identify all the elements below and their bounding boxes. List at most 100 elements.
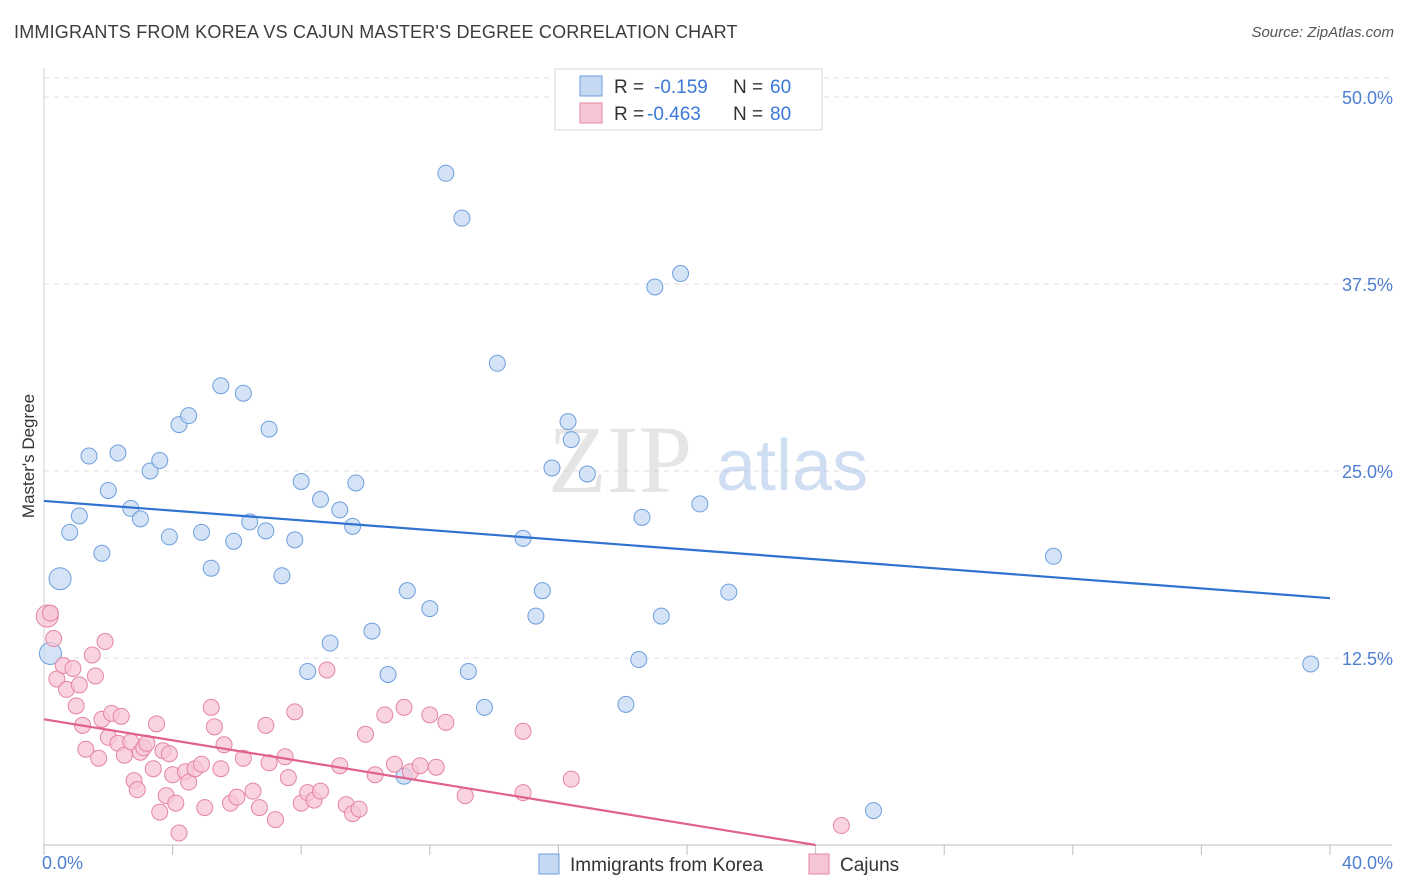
korea-point-31: [347, 474, 365, 492]
korea-point-53: [652, 607, 670, 625]
korea-point-57: [1045, 547, 1063, 565]
korea-point-49: [617, 695, 635, 713]
bottom-legend-swatch-korea: [538, 853, 560, 875]
y-tick-label-0: 12.5%: [1342, 649, 1393, 669]
cajun-point-71: [427, 758, 445, 776]
cajun-point-1: [45, 630, 63, 648]
cajun-point-41: [212, 760, 230, 778]
trend-line-korea: [43, 499, 1331, 600]
korea-point-30: [344, 517, 362, 535]
cajun-point-65: [376, 706, 394, 724]
korea-point-51: [633, 508, 651, 526]
cajun-point-5: [64, 659, 82, 677]
cajun-point-70: [421, 706, 439, 724]
cajun-point-76: [562, 770, 580, 788]
korea-point-38: [453, 209, 471, 227]
korea-point-12: [160, 528, 178, 546]
cajun-point-6: [67, 697, 85, 715]
korea-point-9: [131, 510, 149, 528]
korea-point-46: [559, 413, 577, 431]
cajun-point-11: [90, 749, 108, 767]
korea-point-4: [80, 447, 98, 465]
korea-point-44: [533, 582, 551, 600]
korea-point-11: [151, 452, 169, 470]
y-tick-label-2: 37.5%: [1342, 275, 1393, 295]
cajun-point-53: [286, 703, 304, 721]
legend-swatch-cajun: [579, 102, 603, 124]
korea-point-5: [93, 544, 111, 562]
korea-point-27: [311, 490, 329, 508]
cajun-point-25: [144, 760, 162, 778]
legend-r-value-korea: -0.159: [654, 77, 708, 98]
correlation-legend: R = -0.159 N = 60 R = -0.463 N = 80: [554, 68, 823, 131]
korea-point-41: [488, 354, 506, 372]
korea-point-21: [257, 522, 275, 540]
watermark: ZIP atlas: [548, 406, 868, 513]
cajun-point-47: [250, 799, 268, 817]
korea-point-3: [70, 507, 88, 525]
korea-point-6: [99, 481, 117, 499]
cajun-point-39: [202, 698, 220, 716]
cajun-point-45: [234, 749, 252, 767]
cajun-point-78: [41, 604, 59, 622]
cajun-point-66: [385, 755, 403, 773]
grid-lines: [44, 77, 1392, 659]
korea-point-2: [61, 523, 79, 541]
cajun-point-58: [318, 661, 336, 679]
korea-point-24: [286, 531, 304, 549]
korea-point-16: [202, 559, 220, 577]
bottom-legend-swatch-cajun: [808, 853, 830, 875]
chart-source: Source: ZipAtlas.com: [1251, 24, 1394, 41]
cajun-point-17: [112, 707, 130, 725]
korea-point-47: [562, 431, 580, 449]
legend-n-label-korea: N =: [733, 77, 763, 98]
legend-n-value-korea: 60: [770, 77, 791, 98]
korea-point-40: [475, 698, 493, 716]
cajun-point-8: [77, 740, 95, 758]
korea-point-10: [141, 462, 159, 480]
cajun-point-38: [196, 799, 214, 817]
korea-point-18: [225, 532, 243, 550]
korea-point-43: [527, 607, 545, 625]
cajun-point-33: [170, 824, 188, 842]
legend-n-value-cajun: 80: [770, 104, 791, 125]
cajun-point-13: [96, 633, 114, 651]
trend-lines: [43, 499, 1331, 847]
cajun-point-49: [260, 754, 278, 772]
cajun-point-74: [514, 722, 532, 740]
legend-r-value-cajun: -0.463: [647, 104, 701, 125]
korea-point-56: [720, 583, 738, 601]
cajun-point-27: [151, 803, 169, 821]
y-tick-labels: 12.5% 25.0% 37.5% 50.0%: [1342, 88, 1393, 669]
korea-point-45: [543, 459, 561, 477]
cajun-point-7: [70, 676, 88, 694]
cajun-point-26: [148, 715, 166, 733]
bottom-legend-label-cajun: Cajuns: [840, 855, 899, 876]
y-tick-label-3: 50.0%: [1342, 88, 1393, 108]
cajun-point-69: [411, 757, 429, 775]
korea-point-37: [437, 164, 455, 182]
korea-point-52: [646, 278, 664, 296]
korea-point-59: [864, 802, 882, 820]
cajun-point-63: [357, 725, 374, 743]
bottom-legend-label-korea: Immigrants from Korea: [570, 855, 764, 876]
cajun-point-32: [167, 794, 185, 812]
cajun-point-48: [257, 716, 275, 734]
korea-point-1: [48, 567, 72, 591]
korea-point-14: [180, 407, 198, 425]
korea-point-28: [321, 634, 339, 652]
cajun-point-57: [311, 782, 329, 800]
cajun-point-77: [832, 817, 850, 835]
axes: [43, 68, 1392, 855]
cajun-point-44: [228, 788, 246, 806]
watermark-atlas: atlas: [716, 426, 868, 506]
korea-point-55: [691, 495, 709, 513]
x-tick-label-right: 40.0%: [1342, 853, 1393, 873]
korea-point-54: [672, 265, 690, 283]
cajun-point-62: [350, 800, 368, 818]
korea-point-25: [292, 472, 310, 490]
legend-n-label-cajun: N =: [733, 104, 763, 125]
korea-point-15: [193, 523, 211, 541]
series-legend: Immigrants from Korea Cajuns: [538, 853, 899, 876]
